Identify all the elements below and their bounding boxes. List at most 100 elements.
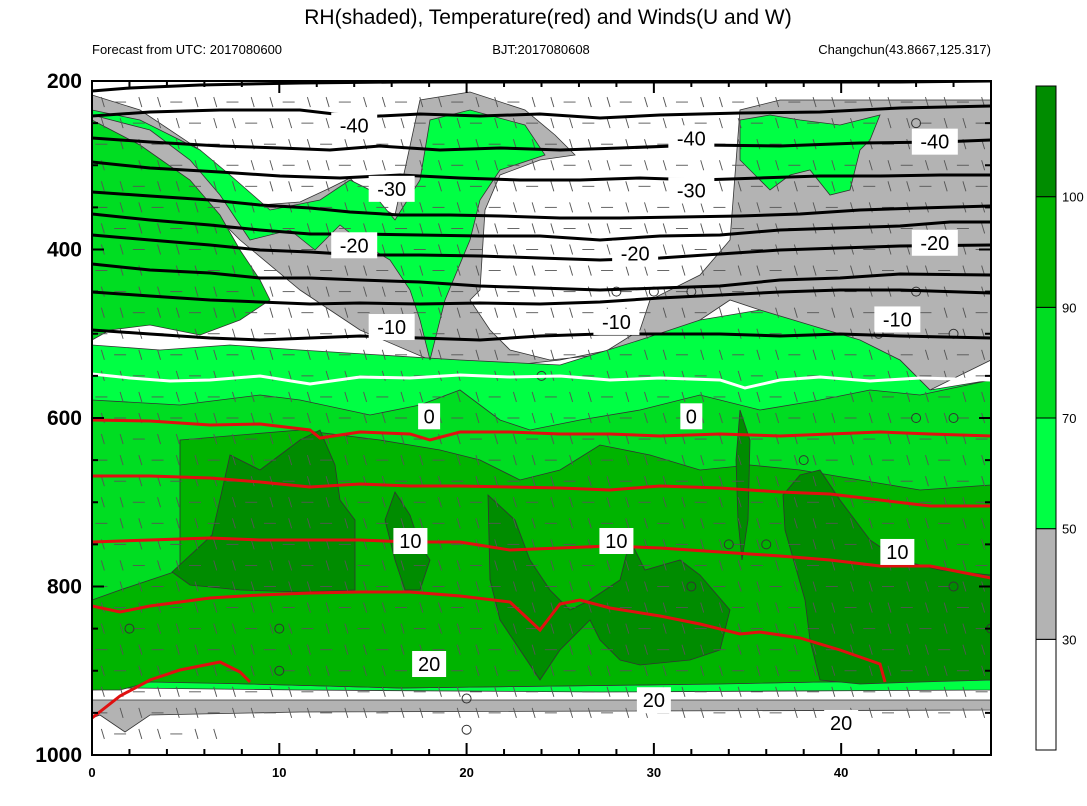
wind-barb	[157, 476, 161, 487]
contour-label-box	[418, 403, 441, 430]
contour-label-box	[680, 403, 703, 430]
wind-barb	[213, 665, 218, 676]
wind-barb	[737, 497, 742, 508]
wind-barb	[718, 96, 723, 108]
wind-barb	[269, 286, 274, 297]
wind-barb	[943, 181, 948, 192]
wind-barb	[157, 117, 161, 129]
wind-barb	[494, 244, 499, 255]
wind-barb	[213, 160, 218, 171]
wind-barb	[288, 307, 293, 318]
wind-barb	[550, 476, 555, 487]
wind-barb	[306, 476, 311, 487]
wind-barb	[438, 96, 442, 108]
wind-barb	[606, 623, 611, 634]
wind-barb	[587, 160, 592, 171]
wind-barb	[625, 181, 630, 192]
wind-barb	[157, 286, 161, 297]
wind-barb	[550, 497, 555, 508]
wind-barb	[194, 518, 199, 529]
wind-barb	[100, 497, 105, 508]
wind-barb	[400, 581, 405, 592]
wind-barb	[288, 644, 293, 655]
wind-barb	[119, 433, 124, 445]
wind-barb	[662, 602, 667, 613]
wind-barb	[681, 265, 686, 276]
contour-label-text: -40	[920, 132, 949, 154]
wind-barb	[587, 707, 592, 719]
wind-barb	[381, 117, 386, 129]
wind-barb	[718, 117, 723, 129]
wind-barb	[494, 96, 499, 108]
wind-barb	[793, 623, 798, 634]
wind-barb	[793, 117, 798, 129]
wind-barb	[194, 539, 199, 550]
wind-barb	[943, 665, 948, 676]
contour-10	[92, 474, 991, 508]
wind-barb	[119, 117, 124, 129]
wind-barb	[456, 391, 461, 403]
wind-barb	[363, 96, 368, 108]
wind-barb	[381, 349, 386, 360]
contour-zero	[92, 372, 991, 390]
contour-minus-25	[92, 212, 991, 242]
wind-barb	[906, 117, 911, 129]
wind-barb	[438, 686, 442, 697]
contour-label-text: -10	[602, 312, 631, 334]
wind-barb	[887, 117, 892, 129]
wind-barb	[138, 223, 143, 234]
wind-barb	[925, 454, 929, 466]
wind-barb	[119, 202, 124, 213]
wind-barb	[157, 307, 161, 318]
temperature-contour-label: -20	[331, 232, 378, 259]
wind-barb	[512, 244, 517, 255]
wind-barb	[288, 623, 293, 634]
wind-barb	[737, 686, 742, 697]
wind-barb	[793, 581, 798, 592]
wind-barb	[232, 307, 236, 318]
wind-barb	[250, 644, 255, 655]
wind-barb	[531, 349, 536, 360]
wind-barb	[756, 202, 761, 213]
wind-barb	[925, 602, 929, 613]
wind-barb	[419, 96, 424, 108]
wind-barb	[475, 160, 480, 171]
wind-barb	[793, 644, 798, 655]
wind-barb	[681, 581, 686, 592]
wind-barb	[625, 581, 630, 592]
wind-barb	[812, 581, 817, 592]
wind-barb	[119, 454, 124, 466]
wind-barb	[250, 454, 255, 466]
wind-barb	[213, 181, 218, 192]
contour-label-box	[911, 229, 958, 256]
wind-barb	[962, 454, 967, 466]
wind-barb	[569, 560, 574, 571]
wind-barb	[213, 412, 218, 424]
wind-barb	[157, 349, 161, 360]
wind-barb	[475, 665, 480, 676]
wind-barb	[344, 454, 349, 466]
wind-barb	[962, 581, 967, 592]
wind-barb	[962, 644, 967, 655]
wind-barb	[718, 307, 723, 318]
wind-barb	[194, 707, 199, 719]
wind-barb	[850, 454, 854, 466]
wind-barb	[232, 328, 236, 339]
wind-barb	[138, 644, 143, 655]
wind-barb	[925, 160, 929, 171]
wind-barb	[868, 286, 873, 297]
contour-label-text: 0	[686, 406, 697, 428]
wind-barb	[718, 476, 723, 487]
wind-barb	[344, 433, 349, 445]
wind-barb	[531, 391, 536, 403]
wind-barb	[606, 665, 611, 676]
wind-barb	[138, 349, 143, 360]
wind-barb	[831, 497, 836, 508]
wind-barb	[531, 518, 536, 529]
contour-5	[92, 418, 991, 442]
wind-barb	[438, 160, 442, 171]
wind-barb	[700, 349, 705, 360]
wind-barb	[531, 139, 536, 150]
wind-barb	[344, 307, 349, 318]
wind-barb	[363, 349, 368, 360]
